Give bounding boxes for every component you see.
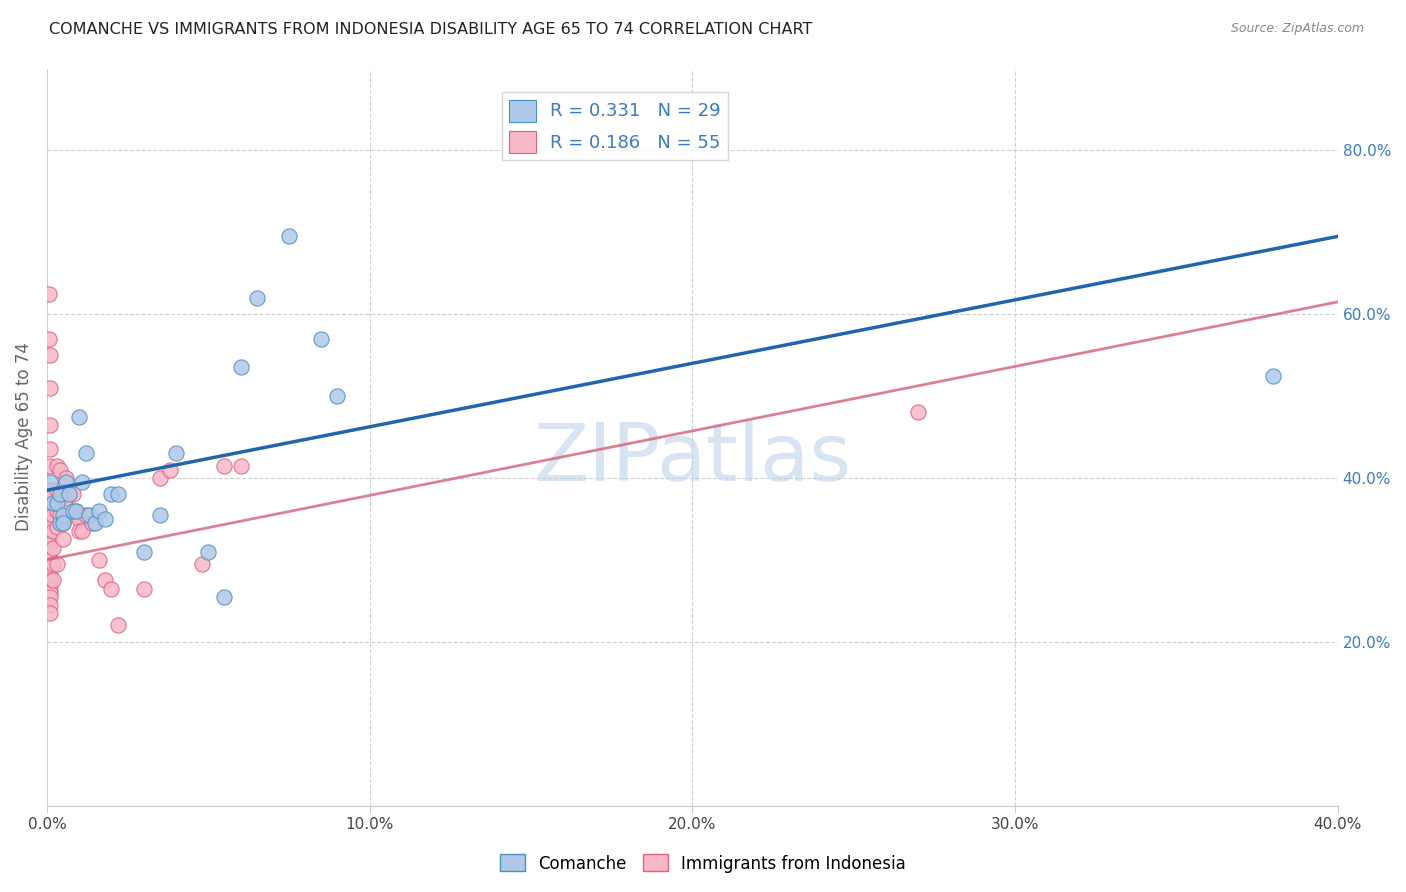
Point [159, 463, 181, 477]
Point [39, 545, 62, 559]
Point [39, 569, 62, 583]
Point [277, 229, 299, 244]
Point [149, 471, 172, 485]
Point [87, 504, 110, 518]
Point [62, 504, 84, 518]
Point [42, 524, 65, 539]
Point [39, 491, 62, 506]
Point [39, 528, 62, 542]
Point [49, 508, 72, 522]
Point [39, 442, 62, 457]
Point [49, 487, 72, 501]
Point [80, 516, 103, 530]
Point [94, 512, 117, 526]
Point [52, 508, 75, 522]
Point [94, 574, 117, 588]
Point [45, 483, 67, 498]
Point [72, 524, 94, 539]
Point [39, 458, 62, 473]
Point [246, 291, 269, 305]
Point [55, 471, 77, 485]
Point [52, 516, 75, 530]
Point [39, 582, 62, 596]
Point [42, 557, 65, 571]
Point [214, 458, 236, 473]
Point [39, 561, 62, 575]
Point [84, 516, 107, 530]
Point [309, 332, 332, 346]
Point [100, 487, 122, 501]
Point [67, 409, 90, 424]
Point [67, 524, 90, 539]
Point [52, 533, 75, 547]
Text: COMANCHE VS IMMIGRANTS FROM INDONESIA DISABILITY AGE 65 TO 74 CORRELATION CHART: COMANCHE VS IMMIGRANTS FROM INDONESIA DI… [49, 22, 813, 37]
Point [75, 446, 97, 460]
Point [45, 495, 67, 509]
Point [37, 332, 59, 346]
Point [87, 553, 110, 567]
Point [1261, 368, 1284, 383]
Text: Source: ZipAtlas.com: Source: ZipAtlas.com [1230, 22, 1364, 36]
Point [107, 618, 129, 632]
Point [39, 553, 62, 567]
Point [39, 516, 62, 530]
Point [229, 458, 252, 473]
Point [77, 508, 100, 522]
Point [39, 417, 62, 432]
Point [62, 487, 84, 501]
Point [42, 495, 65, 509]
Point [42, 574, 65, 588]
Point [39, 574, 62, 588]
Point [39, 590, 62, 604]
Point [39, 508, 62, 522]
Point [45, 458, 67, 473]
Point [132, 545, 155, 559]
Point [197, 545, 219, 559]
Point [39, 598, 62, 612]
Point [67, 508, 90, 522]
Point [55, 475, 77, 489]
Point [49, 463, 72, 477]
Legend: R = 0.331   N = 29, R = 0.186   N = 55: R = 0.331 N = 29, R = 0.186 N = 55 [502, 92, 728, 160]
Point [49, 491, 72, 506]
Point [72, 475, 94, 489]
Point [229, 360, 252, 375]
Point [149, 508, 172, 522]
Point [67, 512, 90, 526]
Point [42, 508, 65, 522]
Point [58, 508, 80, 522]
Point [326, 389, 349, 403]
Text: ZIPatlas: ZIPatlas [533, 420, 851, 498]
Point [39, 585, 62, 599]
Point [45, 557, 67, 571]
Point [45, 504, 67, 518]
Legend: Comanche, Immigrants from Indonesia: Comanche, Immigrants from Indonesia [494, 847, 912, 880]
Point [132, 582, 155, 596]
Point [49, 516, 72, 530]
Point [907, 405, 929, 419]
Point [39, 475, 62, 489]
Point [65, 504, 87, 518]
Point [107, 487, 129, 501]
Point [165, 446, 187, 460]
Point [45, 520, 67, 534]
Point [39, 483, 62, 498]
Point [65, 504, 87, 518]
Point [75, 508, 97, 522]
Point [100, 582, 122, 596]
Point [55, 491, 77, 506]
Point [39, 381, 62, 395]
Point [42, 541, 65, 555]
Point [39, 606, 62, 620]
Point [191, 557, 214, 571]
Point [39, 536, 62, 550]
Point [37, 286, 59, 301]
Point [39, 348, 62, 362]
Point [52, 516, 75, 530]
Point [214, 590, 236, 604]
Y-axis label: Disability Age 65 to 74: Disability Age 65 to 74 [15, 343, 32, 532]
Point [58, 487, 80, 501]
